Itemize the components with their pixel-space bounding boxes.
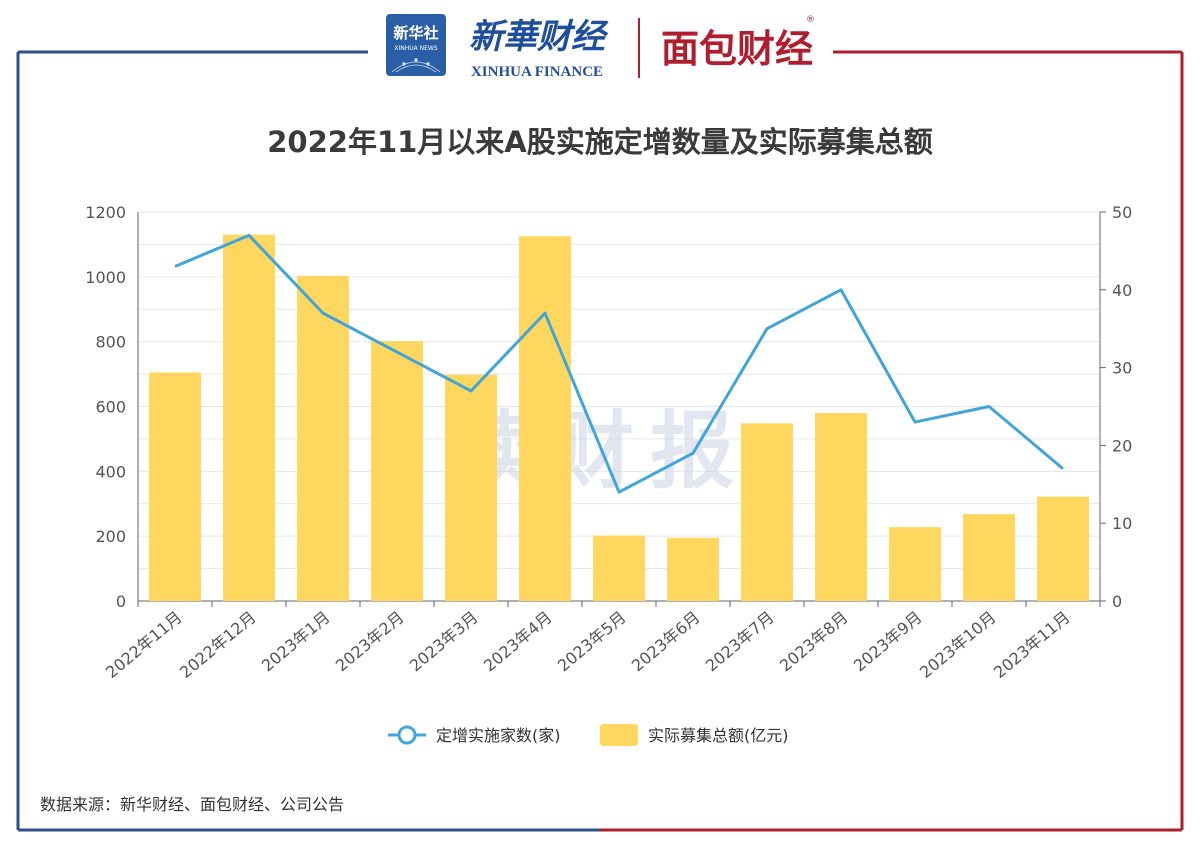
left-axis: 0 200 400 600 800 1000 1200	[85, 203, 126, 611]
x-tick-label: 2023年1月	[258, 608, 334, 676]
xinhua-finance-en: XINHUA FINANCE	[471, 64, 603, 80]
x-tick-label: 2023年3月	[406, 608, 482, 676]
brand-logos: 新华社 XINHUA NEWS 新華财经 XINHUA FINANCE 面包财经…	[386, 14, 815, 80]
bar	[889, 527, 941, 601]
right-tick-label: 20	[1112, 436, 1132, 455]
bar	[445, 374, 497, 601]
x-tick-label: 2023年4月	[480, 608, 556, 676]
x-tick-label: 2023年6月	[628, 608, 704, 676]
bar	[741, 423, 793, 601]
right-tick-label: 40	[1112, 281, 1132, 300]
right-tick-label: 10	[1112, 514, 1132, 533]
bar	[815, 412, 867, 601]
x-tick-label: 2023年5月	[554, 608, 630, 676]
legend-line-marker	[397, 725, 417, 745]
left-tick-label: 600	[95, 398, 126, 417]
legend-bar-swatch	[600, 724, 638, 746]
legend-bar-label: 实际募集总额(亿元)	[648, 726, 789, 745]
watermark: 读财报	[450, 402, 750, 500]
frame	[16, 50, 1184, 832]
left-tick-label: 1000	[85, 268, 126, 287]
mianbao-logo: 面包财经	[661, 27, 813, 71]
x-tick-label: 2023年9月	[850, 608, 926, 676]
left-tick-label: 200	[95, 527, 126, 546]
line-series	[174, 233, 1064, 494]
left-tick-label: 800	[95, 333, 126, 352]
x-tick-label: 2023年10月	[916, 608, 1000, 682]
xinhuashe-sub: XINHUA NEWS	[394, 45, 437, 52]
x-tick-label: 2023年8月	[776, 608, 852, 676]
source-note: 数据来源：新华财经、面包财经、公司公告	[40, 795, 344, 814]
bar	[667, 537, 719, 601]
left-tick-label: 1200	[85, 203, 126, 222]
bar	[519, 236, 571, 601]
xinhuashe-text: 新华社	[393, 24, 438, 42]
xinhua-finance-cn: 新華财经	[469, 17, 609, 57]
right-tick-label: 0	[1112, 592, 1122, 611]
line-path	[174, 233, 1064, 494]
legend: 定增实施家数(家) 实际募集总额(亿元)	[388, 724, 789, 746]
chart-title: 2022年11月以来A股实施定增数量及实际募集总额	[267, 125, 933, 159]
x-tick-label: 2022年11月	[102, 608, 186, 682]
legend-line-label: 定增实施家数(家)	[436, 726, 561, 745]
x-axis: 2022年11月2022年12月2023年1月2023年2月2023年3月202…	[102, 601, 1101, 682]
bar-series	[149, 234, 1089, 602]
xinhuashe-logo	[386, 14, 446, 76]
x-tick-label: 2023年2月	[332, 608, 408, 676]
x-tick-label: 2023年11月	[990, 608, 1074, 682]
x-tick-label: 2022年12月	[176, 608, 260, 682]
bar	[149, 372, 201, 601]
bar	[1037, 496, 1089, 601]
left-tick-label: 400	[95, 462, 126, 481]
bar	[223, 234, 275, 602]
right-tick-label: 30	[1112, 359, 1132, 378]
bar	[593, 535, 645, 601]
bar	[297, 275, 349, 601]
right-tick-label: 50	[1112, 203, 1132, 222]
globe-icon	[391, 58, 441, 73]
registered-icon: ®	[806, 15, 815, 25]
right-axis: 0 10 20 30 40 50	[1100, 203, 1132, 611]
bar	[371, 341, 423, 601]
x-tick-label: 2023年7月	[702, 608, 778, 676]
bar	[963, 514, 1015, 601]
left-tick-label: 0	[116, 592, 126, 611]
